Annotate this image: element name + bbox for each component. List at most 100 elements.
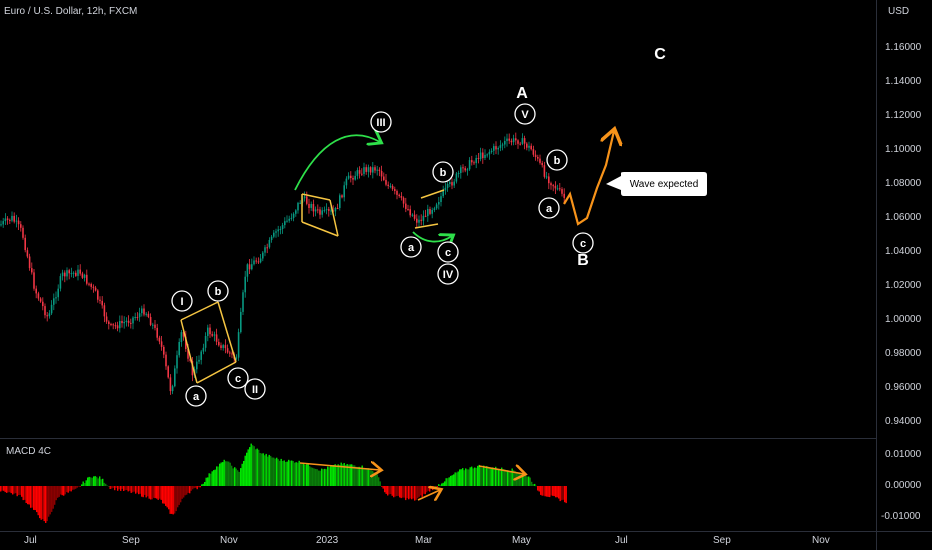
histogram-bar xyxy=(319,470,321,486)
histogram-bar xyxy=(19,486,21,495)
candle xyxy=(132,317,134,324)
wave-label-C[interactable]: C xyxy=(654,46,666,63)
candle xyxy=(286,220,288,222)
histogram-bar xyxy=(193,486,195,489)
histogram-bar xyxy=(525,474,527,486)
candle xyxy=(204,336,207,348)
candle xyxy=(563,193,565,198)
histogram-bar xyxy=(553,486,555,497)
wave-label-a[interactable]: a xyxy=(538,197,560,219)
candle xyxy=(429,209,431,214)
wave-label-b[interactable]: b xyxy=(207,280,229,302)
histogram-bar xyxy=(498,469,500,486)
divergence-arrow[interactable] xyxy=(417,490,440,500)
histogram-bar xyxy=(448,477,450,486)
histogram-bar xyxy=(325,469,327,486)
candle xyxy=(433,208,436,211)
macd-histogram[interactable] xyxy=(0,443,567,523)
wave-label-b[interactable]: b xyxy=(432,161,454,183)
time-tick: May xyxy=(512,535,531,546)
candle xyxy=(488,151,491,155)
candle xyxy=(554,185,557,189)
histogram-bar xyxy=(270,455,272,486)
price-pane[interactable] xyxy=(0,0,876,438)
candle xyxy=(314,209,317,212)
candle xyxy=(248,264,251,270)
candle xyxy=(552,185,554,187)
arrow-up-curve[interactable] xyxy=(294,135,380,191)
histogram-bar xyxy=(16,486,18,497)
histogram-bar xyxy=(12,486,14,495)
divergence-arrow[interactable] xyxy=(299,463,380,470)
wave-expected-callout[interactable]: Wave expected xyxy=(606,172,707,196)
candle xyxy=(464,168,466,171)
histogram-bar xyxy=(64,486,66,495)
candle xyxy=(61,272,64,277)
trend-line[interactable] xyxy=(180,301,219,321)
candle xyxy=(444,187,447,191)
histogram-bar xyxy=(87,477,89,486)
projection-path[interactable] xyxy=(563,131,614,226)
histogram-bar xyxy=(529,477,531,486)
candle xyxy=(83,274,86,278)
histogram-bar xyxy=(223,459,225,486)
histogram-bar xyxy=(111,486,113,489)
wave-label-c[interactable]: c xyxy=(437,241,459,263)
wave-circle xyxy=(171,290,193,312)
wave-label-c[interactable]: c xyxy=(227,367,249,389)
histogram-bar xyxy=(55,486,57,501)
histogram-bar xyxy=(249,447,251,486)
candle xyxy=(413,214,416,219)
wave-label-a[interactable]: a xyxy=(185,385,207,407)
wave-label-III[interactable]: III xyxy=(370,111,392,133)
trend-line[interactable] xyxy=(414,223,439,229)
wave-label-I[interactable]: I xyxy=(171,290,193,312)
histogram-bar xyxy=(360,467,362,486)
histogram-bar xyxy=(231,465,233,486)
histogram-bar xyxy=(48,486,50,517)
trend-line[interactable] xyxy=(301,193,331,201)
trend-line[interactable] xyxy=(196,361,237,384)
trend-line[interactable] xyxy=(301,221,339,237)
trend-line[interactable] xyxy=(180,319,198,384)
histogram-bar xyxy=(27,486,29,505)
candle xyxy=(471,160,473,163)
candle xyxy=(235,357,238,359)
trend-line[interactable] xyxy=(217,301,237,363)
histogram-bar xyxy=(277,459,279,486)
wave-label-a[interactable]: a xyxy=(400,236,422,258)
histogram-bar xyxy=(313,468,315,486)
trend-line[interactable] xyxy=(420,189,445,199)
price-tick: 1.02000 xyxy=(885,280,922,291)
wave-label-text: a xyxy=(408,242,415,254)
histogram-bar xyxy=(486,466,488,486)
histogram-bar xyxy=(145,486,147,498)
trend-lines[interactable] xyxy=(180,189,445,384)
arrow-down-curve[interactable] xyxy=(412,231,452,242)
histogram-bar xyxy=(489,468,491,486)
wave-label-IV[interactable]: IV xyxy=(437,263,459,285)
wave-label-c[interactable]: c xyxy=(572,232,594,254)
candle xyxy=(295,210,297,214)
wave-label-B[interactable]: B xyxy=(577,252,589,269)
histogram-bar xyxy=(453,474,455,486)
divergence-arrow[interactable] xyxy=(478,466,524,474)
trend-line[interactable] xyxy=(329,199,339,237)
histogram-bar xyxy=(130,486,132,493)
candle xyxy=(178,342,180,356)
wave-label-II[interactable]: II xyxy=(244,378,266,400)
histogram-bar xyxy=(424,486,426,495)
wave-label-b[interactable]: b xyxy=(546,149,568,171)
wave-label-A[interactable]: A xyxy=(516,85,528,102)
wave-label-V[interactable]: V xyxy=(514,103,536,125)
histogram-bar xyxy=(510,471,512,486)
histogram-bar xyxy=(523,474,525,486)
wave-label-text: c xyxy=(580,238,586,250)
candle xyxy=(196,361,198,370)
candle xyxy=(220,345,222,348)
candle xyxy=(484,154,486,158)
histogram-bar xyxy=(426,486,428,493)
histogram-bar xyxy=(169,486,171,514)
histogram-bar xyxy=(261,453,263,486)
